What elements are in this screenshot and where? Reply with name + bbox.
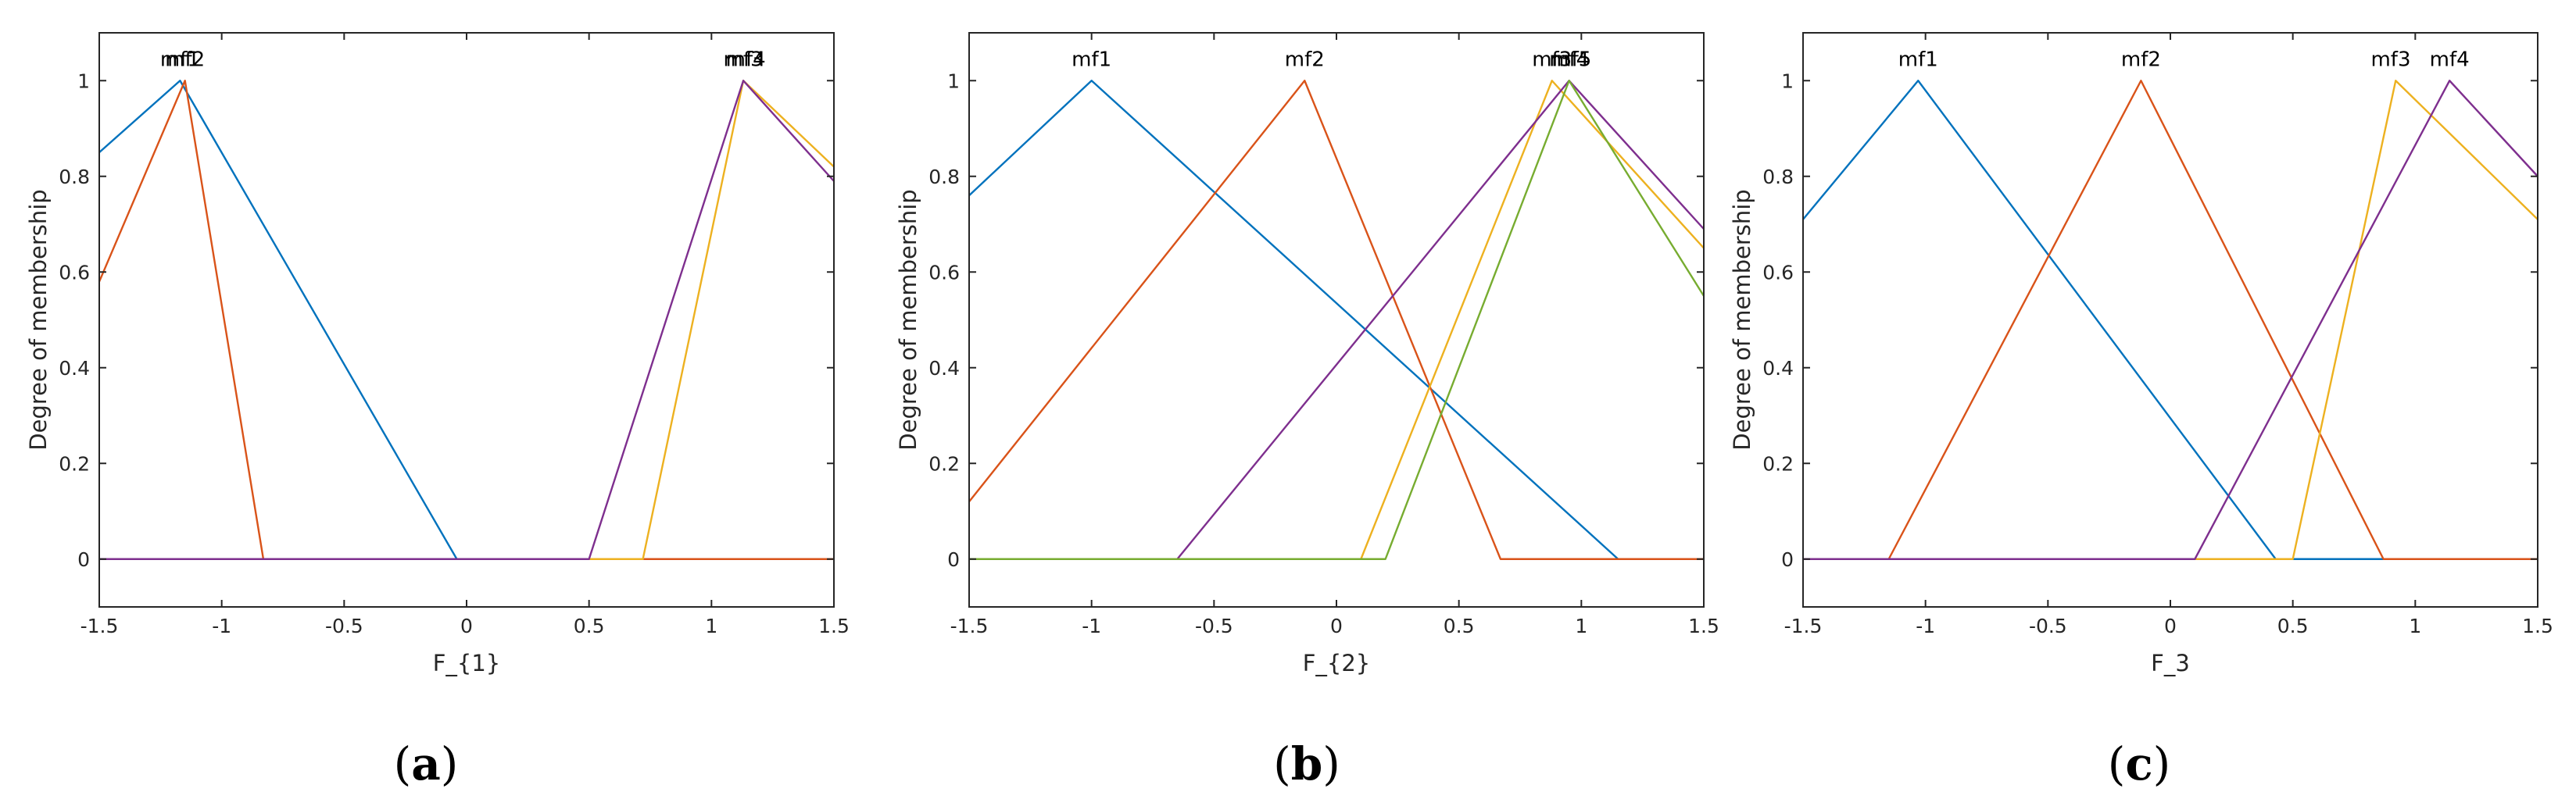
series-label-mf1: mf1 bbox=[1898, 48, 1938, 71]
caption-paren-close: ) bbox=[441, 737, 459, 790]
y-tick-label: 1 bbox=[1781, 70, 1794, 92]
y-axis-label: Degree of membership bbox=[25, 189, 52, 450]
series-label-mf4: mf4 bbox=[2430, 48, 2470, 71]
y-tick-label: 0.4 bbox=[928, 357, 960, 380]
x-tick-label: 0 bbox=[2164, 615, 2177, 637]
series-line-mf2 bbox=[1803, 80, 2538, 560]
x-tick-label: 0.5 bbox=[1444, 615, 1475, 637]
x-tick-label: 0 bbox=[460, 615, 473, 637]
series-line-mf3 bbox=[1803, 80, 2538, 560]
y-tick-label: 0.8 bbox=[59, 166, 90, 188]
x-tick-label: 1 bbox=[705, 615, 717, 637]
caption-paren-open: ( bbox=[1273, 737, 1291, 790]
x-tick-label: -1 bbox=[1916, 615, 1935, 637]
series-label-mf1: mf1 bbox=[1072, 48, 1111, 71]
series-label-mf2: mf2 bbox=[165, 48, 205, 71]
chart-panel-c: mf1 mf2 mf3 mf4 -1.5 -1 -0.5 0 0.5 1 1.5 0 0.2 0.4 0.6… bbox=[1729, 32, 2553, 790]
x-tick-label: 1 bbox=[2409, 615, 2421, 637]
y-tick-label: 0.2 bbox=[928, 452, 960, 475]
series-line-mf2 bbox=[98, 80, 834, 560]
x-tick-label: -1 bbox=[1082, 615, 1101, 637]
x-tick-label: -0.5 bbox=[1195, 615, 1233, 637]
series-line-mf3 bbox=[99, 80, 835, 560]
y-tick-label: 0.8 bbox=[928, 166, 960, 188]
series-label-mf4: mf4 bbox=[726, 48, 766, 71]
x-axis-label: F_{1} bbox=[433, 650, 501, 676]
x-axis-label: F_{2} bbox=[1303, 650, 1371, 676]
series-line-mf5 bbox=[969, 80, 1705, 560]
x-tick-label: 0 bbox=[1330, 615, 1343, 637]
y-tick-label: 1 bbox=[77, 70, 90, 92]
panel-caption: (c) bbox=[2108, 737, 2171, 790]
y-tick-label: 0 bbox=[77, 548, 90, 571]
panel-caption: (a) bbox=[394, 737, 459, 790]
series-label-mf1: mf1 bbox=[160, 48, 200, 71]
x-tick-label: 0.5 bbox=[2277, 615, 2309, 637]
x-tick-label: -0.5 bbox=[2029, 615, 2067, 637]
y-tick-label: 0.2 bbox=[1762, 452, 1794, 475]
y-axis-label: Degree of membership bbox=[1729, 189, 1755, 450]
series-line-mf2 bbox=[968, 80, 1704, 560]
x-tick-label: -0.5 bbox=[325, 615, 363, 637]
series-label-mf4: mf4 bbox=[1549, 48, 1589, 71]
x-tick-label: -1.5 bbox=[950, 615, 989, 637]
series-label-mf2: mf2 bbox=[1285, 48, 1325, 71]
caption-paren-open: ( bbox=[2108, 737, 2126, 790]
y-axis-label: Degree of membership bbox=[895, 189, 921, 450]
series-line-mf4 bbox=[99, 80, 835, 560]
series-line-mf1 bbox=[968, 80, 1704, 560]
series-label-mf3: mf3 bbox=[2370, 48, 2410, 71]
series-line-mf1 bbox=[1802, 80, 2538, 560]
series-line-mf1 bbox=[98, 80, 834, 560]
caption-letter: a bbox=[411, 737, 441, 790]
caption-paren-open: ( bbox=[394, 737, 412, 790]
y-tick-label: 0.2 bbox=[59, 452, 90, 475]
x-tick-label: -1.5 bbox=[80, 615, 119, 637]
x-tick-label: 1.5 bbox=[2522, 615, 2553, 637]
caption-letter: c bbox=[2125, 737, 2152, 790]
y-tick-label: 0 bbox=[947, 548, 960, 571]
x-axis-label: F_3 bbox=[2151, 650, 2190, 676]
caption-letter: b bbox=[1291, 737, 1323, 790]
caption-paren-close: ) bbox=[2153, 737, 2171, 790]
axes-box bbox=[1802, 32, 2538, 608]
y-tick-label: 0.6 bbox=[59, 261, 90, 284]
x-tick-label: -1.5 bbox=[1784, 615, 1823, 637]
series-line-mf3 bbox=[969, 80, 1705, 560]
y-tick-label: 0.6 bbox=[928, 261, 960, 284]
y-tick-label: 0.4 bbox=[59, 357, 90, 380]
panel-caption: (b) bbox=[1273, 737, 1340, 790]
series-label-mf2: mf2 bbox=[2121, 48, 2161, 71]
series-label-mf3: mf3 bbox=[724, 48, 764, 71]
x-tick-label: 0.5 bbox=[574, 615, 605, 637]
x-tick-label: 1.5 bbox=[1688, 615, 1719, 637]
x-tick-label: 1 bbox=[1575, 615, 1587, 637]
y-tick-label: 0.6 bbox=[1762, 261, 1794, 284]
series-line-mf4 bbox=[969, 80, 1705, 560]
y-tick-label: 0 bbox=[1781, 548, 1794, 571]
series-line-mf4 bbox=[1803, 80, 2538, 560]
y-tick-label: 0.8 bbox=[1762, 166, 1794, 188]
series-label-mf5: mf5 bbox=[1551, 48, 1591, 71]
axes-box bbox=[98, 32, 835, 608]
x-tick-label: 1.5 bbox=[818, 615, 850, 637]
x-tick-label: -1 bbox=[212, 615, 231, 637]
y-tick-label: 1 bbox=[947, 70, 960, 92]
y-tick-label: 0.4 bbox=[1762, 357, 1794, 380]
caption-paren-close: ) bbox=[1322, 737, 1340, 790]
series-label-mf3: mf3 bbox=[1532, 48, 1572, 71]
